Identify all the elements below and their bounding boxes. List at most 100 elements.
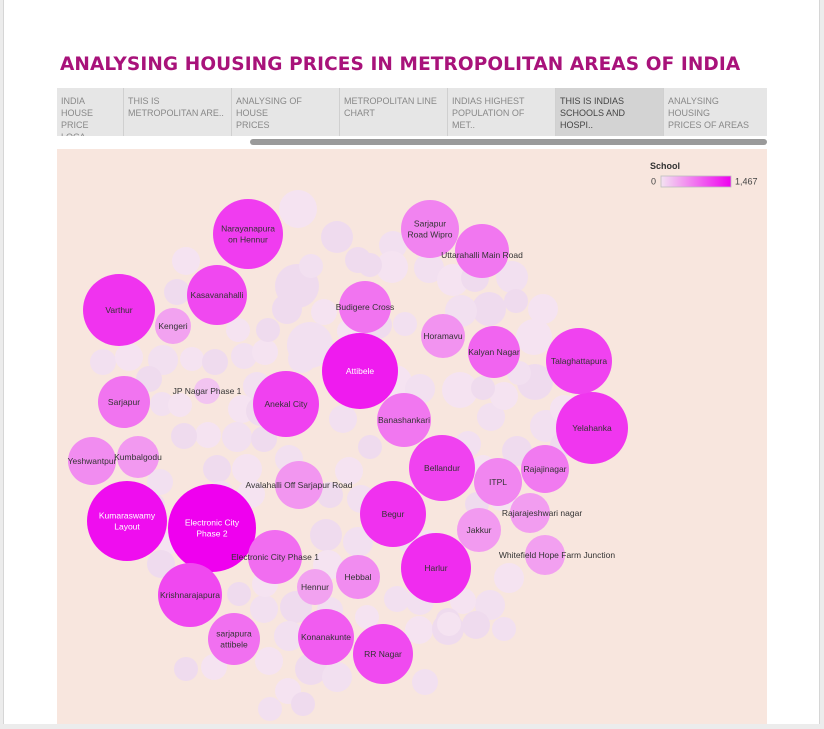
bubble-begur[interactable] [360, 481, 426, 547]
filler-bubble [115, 343, 143, 371]
bubble-kengeri[interactable] [155, 308, 191, 344]
bubble-label-kumaraswamy-layout: Kumaraswamy Layout [99, 511, 156, 532]
bubble-sarjapura-attibele[interactable] [208, 613, 260, 665]
bubble-horamavu[interactable] [421, 314, 465, 358]
filler-bubble [412, 669, 438, 695]
bubble-jakkur[interactable] [457, 508, 501, 552]
filler-bubble [496, 261, 528, 293]
tab-schools-and-hospitals[interactable]: THIS IS INDIAS SCHOOLS AND HOSPI.. [556, 88, 664, 136]
filler-bubble [180, 347, 204, 371]
bubble-electronic-city-phase-1[interactable] [248, 530, 302, 584]
tab-analysing-house-prices[interactable]: ANALYSING OF HOUSE PRICES [232, 88, 340, 136]
bubble-varthur[interactable] [83, 274, 155, 346]
bubble-whitefield-hope-farm-junction[interactable] [525, 535, 565, 575]
tab-metropolitan-line-chart[interactable]: METROPOLITAN LINE CHART [340, 88, 448, 136]
tabs-scrollbar-thumb[interactable] [250, 139, 767, 145]
bubble-label-konanakunte: Konanakunte [301, 632, 351, 642]
color-legend: School 0 1,467 [650, 161, 758, 188]
filler-bubble [494, 563, 524, 593]
filler-bubble [222, 422, 252, 452]
bubble-electronic-city-phase-2[interactable] [168, 484, 256, 572]
bubble-attibele[interactable] [322, 333, 398, 409]
bubble-label-electronic-city-phase-2: Electronic City Phase 2 [185, 518, 240, 539]
filler-bubble [477, 403, 505, 431]
filler-bubble [405, 616, 433, 644]
legend-title: School [650, 161, 680, 171]
bubble-kumbalgodu[interactable] [117, 436, 159, 478]
filler-bubble [202, 349, 228, 375]
bubble-yeshwantpur[interactable] [68, 437, 116, 485]
bubble-bellandur[interactable] [409, 435, 475, 501]
filler-bubble [258, 697, 282, 721]
tabs-scrollbar [57, 138, 767, 146]
filler-bubble [437, 612, 461, 636]
bubble-sarjapur[interactable] [98, 376, 150, 428]
filler-bubble [164, 279, 190, 305]
bubble-label-harlur: Harlur [424, 563, 447, 573]
filler-bubble [528, 294, 558, 324]
bubble-uttarahalli-main-road[interactable] [455, 224, 509, 278]
bubble-narayanapura-on-hennur[interactable] [213, 199, 283, 269]
bubble-yelahanka[interactable] [556, 392, 628, 464]
bubble-hennur[interactable] [297, 569, 333, 605]
filler-bubble [322, 662, 352, 692]
bubble-kumaraswamy-layout[interactable] [87, 481, 167, 561]
bubble-chart: Electronic City Phase 2 Kumaraswamy Layout A… [68, 161, 758, 721]
story-tabs: INDIA HOUSE PRICE LOCA.. THIS IS METROPO… [57, 88, 767, 136]
filler-bubble [384, 586, 410, 612]
bubble-rajajinagar[interactable] [521, 445, 569, 493]
bubble-label-rajarajeshwari-nagar: Rajarajeshwari nagar [502, 508, 582, 518]
filler-bubble [168, 393, 192, 417]
bubble-label-hennur: Hennur [301, 582, 329, 592]
filler-bubble [358, 435, 382, 459]
bubble-jp-nagar-phase-1[interactable] [194, 378, 220, 404]
bubble-label-hebbal: Hebbal [345, 572, 372, 582]
bubble-krishnarajapura[interactable] [158, 563, 222, 627]
filler-bubble [335, 457, 363, 485]
bubble-kasavanahalli[interactable] [187, 265, 247, 325]
filler-bubble [250, 595, 278, 623]
filler-bubble [472, 292, 506, 326]
bubble-itpl[interactable] [474, 458, 522, 506]
bubble-label-narayanapura-on-hennur: Narayanapura on Hennur [221, 224, 275, 245]
filler-bubble [437, 264, 469, 296]
bubble-label-jakkur: Jakkur [466, 525, 491, 535]
tab-highest-population[interactable]: INDIAS HIGHEST POPULATION OF MET.. [448, 88, 556, 136]
filler-bubble [321, 221, 353, 253]
bubble-sarjapur-road-wipro[interactable] [401, 200, 459, 258]
bubble-avalahalli-off-sarjapur-road[interactable] [275, 461, 323, 509]
bubble-kalyan-nagar[interactable] [468, 326, 520, 378]
bubble-label-itpl: ITPL [489, 477, 507, 487]
tab-housing-prices-of-areas[interactable]: ANALYSING HOUSING PRICES OF AREAS [668, 96, 750, 130]
filler-bubble [442, 372, 478, 408]
bubble-label-sarjapura-attibele: sarjapura attibele [216, 629, 252, 650]
bubble-label-banashankari: Banashankari [378, 415, 430, 425]
filler-bubble [150, 392, 174, 416]
filler-bubble [291, 692, 315, 716]
filler-bubble [172, 247, 200, 275]
bubble-rajarajeshwari-nagar[interactable] [510, 493, 550, 533]
tab-india-house-price-location[interactable]: INDIA HOUSE PRICE LOCA.. [57, 88, 124, 136]
filler-bubble [393, 312, 417, 336]
bubble-talaghattapura[interactable] [546, 328, 612, 394]
bubble-banashankari[interactable] [377, 393, 431, 447]
bubble-label-horamavu: Horamavu [423, 331, 462, 341]
dashboard-page: ANALYSING HOUSING PRICES IN METROPOLITAN… [3, 0, 820, 724]
bubble-konanakunte[interactable] [298, 609, 354, 665]
bubble-anekal-city[interactable] [253, 371, 319, 437]
bubble-rr-nagar[interactable] [353, 624, 413, 684]
filler-bubble [90, 349, 116, 375]
bubble-label-electronic-city-phase-1: Electronic City Phase 1 [231, 552, 319, 562]
bubble-label-budigere-cross: Budigere Cross [336, 302, 395, 312]
bubble-budigere-cross[interactable] [339, 281, 391, 333]
bubble-label-sarjapur-road-wipro: Sarjapur Road Wipro [408, 219, 453, 240]
tab-metropolitan-areas[interactable]: THIS IS METROPOLITAN ARE.. [124, 88, 232, 136]
bubble-label-kalyan-nagar: Kalyan Nagar [468, 347, 520, 357]
filler-bubble [226, 318, 250, 342]
bubble-harlur[interactable] [401, 533, 471, 603]
filler-bubble [299, 254, 323, 278]
filler-bubble [174, 657, 198, 681]
filler-bubble [148, 345, 178, 375]
bubble-hebbal[interactable] [336, 555, 380, 599]
bubble-label-varthur: Varthur [105, 305, 132, 315]
